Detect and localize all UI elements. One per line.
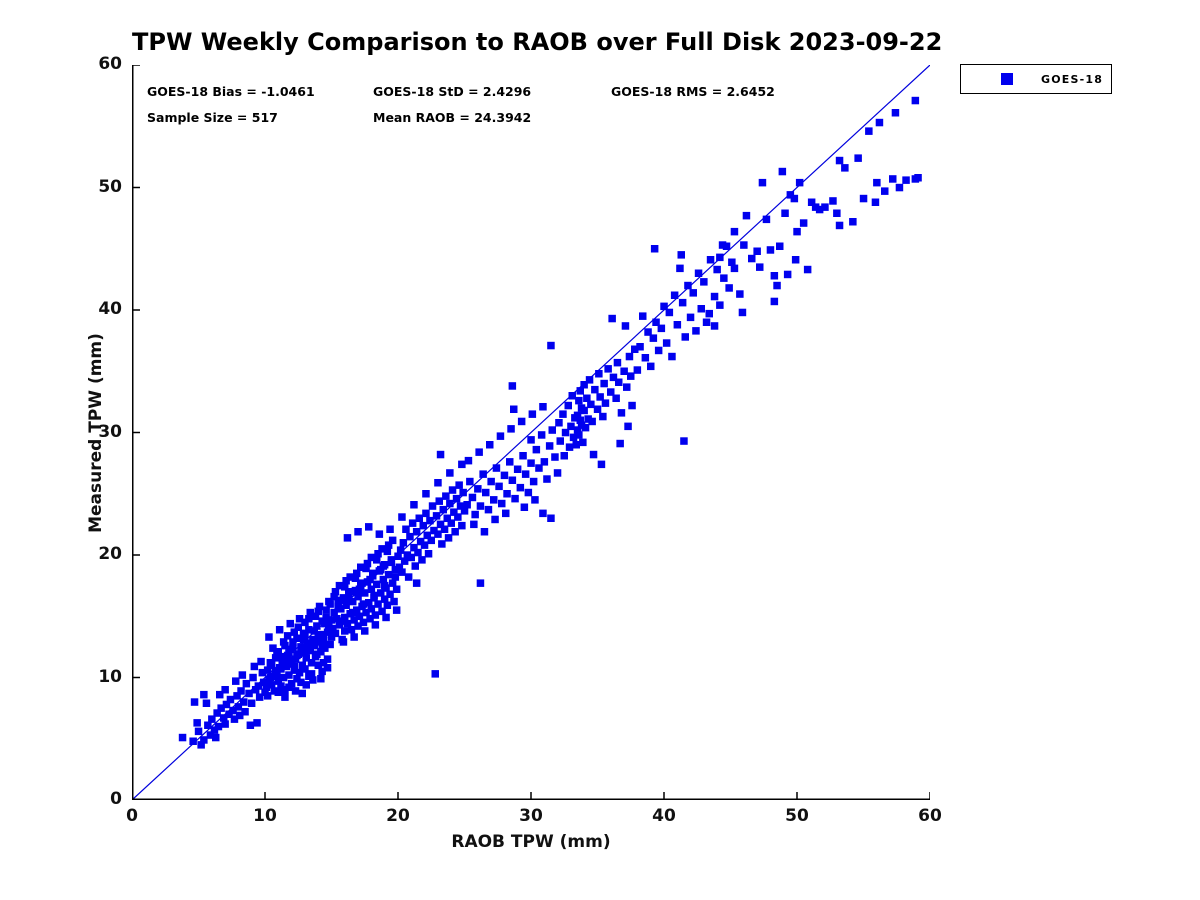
- y-tick-label: 30: [98, 421, 122, 442]
- legend-label: GOES-18: [1041, 72, 1104, 86]
- stat-sample-size: Sample Size = 517: [147, 110, 278, 125]
- stat-rms: GOES-18 RMS = 2.6452: [611, 84, 775, 99]
- y-tick-label: 0: [110, 789, 122, 809]
- stat-bias: GOES-18 Bias = -1.0461: [147, 84, 315, 99]
- plot-area: [132, 65, 930, 800]
- scatter-svg: [132, 65, 930, 800]
- x-tick-label: 60: [918, 806, 942, 826]
- y-tick-label: 10: [98, 666, 122, 687]
- x-tick-label: 50: [785, 806, 809, 826]
- x-tick-label: 30: [519, 806, 543, 826]
- legend-marker-icon: [1001, 73, 1013, 85]
- x-tick-label: 20: [386, 806, 410, 826]
- stat-mean-raob: Mean RAOB = 24.3942: [373, 110, 532, 125]
- chart-title: TPW Weekly Comparison to RAOB over Full …: [132, 28, 943, 56]
- legend-box: GOES-18: [960, 64, 1112, 94]
- y-tick-label: 60: [98, 54, 122, 74]
- x-axis-label: RAOB TPW (mm): [451, 832, 611, 852]
- y-tick-label: 40: [98, 299, 122, 319]
- y-tick-label: 50: [98, 176, 122, 197]
- y-axis-label: Measured TPW (mm): [86, 333, 106, 533]
- x-tick-label: 10: [253, 806, 277, 826]
- x-tick-label: 0: [126, 806, 138, 826]
- x-tick-label: 40: [652, 806, 676, 826]
- stat-std: GOES-18 StD = 2.4296: [373, 84, 532, 99]
- y-tick-label: 20: [98, 544, 122, 564]
